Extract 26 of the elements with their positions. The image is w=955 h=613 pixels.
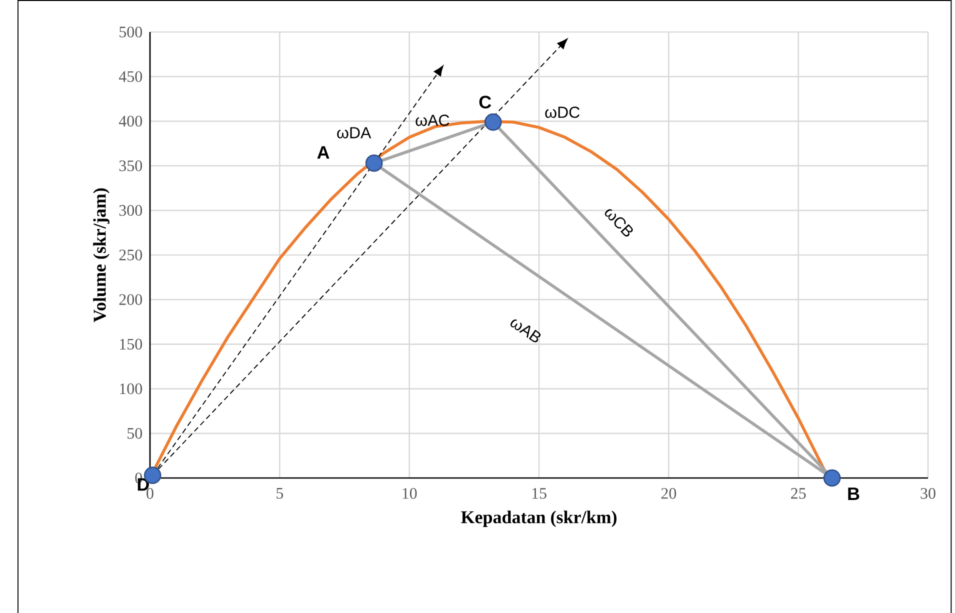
annotation: A — [317, 146, 330, 159]
annotation: ωDA — [337, 127, 372, 138]
y-tick-label: 350 — [119, 160, 142, 172]
annotation: B — [848, 488, 860, 500]
x-tick-label: 25 — [791, 488, 806, 499]
y-tick-label: 500 — [120, 26, 142, 38]
y-tick-label: 200 — [119, 294, 142, 305]
x-tick-label: 30 — [920, 488, 936, 499]
x-tick-label: 15 — [532, 488, 546, 499]
annotation: C — [479, 96, 492, 108]
x-tick-label: 10 — [402, 488, 417, 499]
x-tick-label: 0 — [146, 488, 154, 499]
y-tick-label: 100 — [120, 383, 142, 394]
y-tick-label: 50 — [128, 428, 142, 439]
annotation: ωDC — [545, 106, 580, 118]
annotation: ωAB — [510, 319, 541, 342]
y-tick-label: 300 — [119, 204, 142, 216]
x-tick-label: 20 — [661, 488, 676, 499]
y-tick-label: 150 — [120, 338, 142, 350]
annotation: ωAC — [416, 114, 450, 126]
y-tick-label: 450 — [118, 71, 142, 82]
y-tick-label: 250 — [119, 250, 142, 260]
y-tick-label: 400 — [118, 116, 142, 127]
y-axis-title: Volume (skr/jam) — [93, 188, 110, 322]
x-tick-label: 5 — [276, 488, 284, 499]
x-axis-title: Kepadatan (skr/km) — [461, 510, 616, 527]
